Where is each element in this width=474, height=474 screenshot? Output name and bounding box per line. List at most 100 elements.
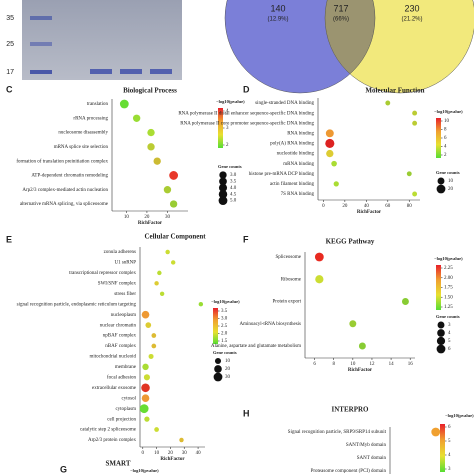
bubble xyxy=(157,270,162,276)
bubble xyxy=(132,114,141,122)
category-label: U1 snRNP xyxy=(114,261,136,266)
colorbar-title: −log10(pvalue) xyxy=(211,299,240,304)
panel-letter: D xyxy=(243,84,250,94)
chart-title: INTERPRO xyxy=(332,406,370,414)
bubble xyxy=(358,342,366,350)
x-tick-label: 10 xyxy=(350,362,356,367)
size-legend-label: 3 xyxy=(448,323,451,328)
size-legend-dot xyxy=(437,177,445,185)
category-label: npBAF complex xyxy=(103,334,137,339)
x-tick-label: 0 xyxy=(142,451,145,456)
bubble xyxy=(198,302,204,307)
x-axis-label: RichFactor xyxy=(357,210,382,215)
category-label: mRNA splice site selection xyxy=(54,145,109,150)
x-tick-label: 14 xyxy=(389,362,395,367)
bubble xyxy=(141,394,150,403)
size-legend-label: 6 xyxy=(448,347,451,352)
colorbar-title: −log10(pvalue) xyxy=(434,109,463,114)
bubble xyxy=(333,181,339,187)
category-label: nucleoplasm xyxy=(111,313,136,318)
category-label: Alanine, aspartate and glutamate metabol… xyxy=(211,344,301,349)
x-tick-label: 20 xyxy=(342,204,348,209)
size-legend-title: Gene counts xyxy=(436,170,460,175)
colorbar-title: −log10(pvalue) xyxy=(130,468,159,473)
bubble xyxy=(325,138,335,149)
colorbar-tick-label: 4 xyxy=(226,109,229,114)
bubble xyxy=(141,383,150,393)
colorbar-title: −log10(pvalue) xyxy=(434,256,463,261)
category-label: nucleotide binding xyxy=(277,152,315,157)
bubble xyxy=(147,143,155,151)
bubble xyxy=(165,249,170,255)
bubble xyxy=(412,120,418,126)
category-label: poly(A) RNA binding xyxy=(270,142,314,147)
category-label: Proteasome component (PCI) domain xyxy=(311,469,387,474)
category-label: ATP-dependent chromatin remodeling xyxy=(31,174,108,179)
chart-title: SMART xyxy=(105,460,130,468)
bubble xyxy=(153,157,161,165)
venn-count: 717 xyxy=(333,3,348,13)
size-legend-label: 20 xyxy=(448,187,454,192)
size-legend-label: 3.5 xyxy=(230,180,237,185)
bubble xyxy=(314,252,324,262)
size-legend-dot xyxy=(219,177,227,186)
category-label: SWI/SNF complex xyxy=(98,281,137,286)
bubble xyxy=(179,437,184,443)
category-label: single-stranded DNA binding xyxy=(255,101,314,106)
colorbar-tick-label: 1.50 xyxy=(444,295,453,300)
colorbar-tick-label: 3.5 xyxy=(221,309,228,314)
bubble xyxy=(331,160,337,167)
bubble xyxy=(349,320,357,328)
bubble xyxy=(119,99,129,109)
bubble xyxy=(139,404,149,414)
colorbar xyxy=(440,424,445,472)
category-label: Ribosome xyxy=(281,277,302,282)
size-legend-dot xyxy=(214,357,222,365)
x-tick-label: 30 xyxy=(182,451,188,456)
bubble xyxy=(401,298,409,305)
panel-letter: G xyxy=(60,464,67,474)
category-label: formation of translation preinitiation c… xyxy=(16,159,108,164)
x-tick-label: 30 xyxy=(165,215,171,220)
panel-letter: E xyxy=(6,234,12,244)
x-tick-label: 12 xyxy=(369,362,375,367)
category-label: zonula adherens xyxy=(104,250,136,255)
colorbar-tick-label: 8 xyxy=(444,128,447,133)
x-axis-label: RichFactor xyxy=(160,457,185,462)
bubble xyxy=(325,129,334,138)
bubble xyxy=(159,291,165,296)
category-label: Spliceosome xyxy=(275,255,301,260)
bubble xyxy=(170,260,176,265)
marker-label: 17 xyxy=(6,69,14,76)
venn-count: 140 xyxy=(270,3,285,13)
category-label: cytoplasm xyxy=(115,407,136,412)
category-label: nucleosome disassembly xyxy=(58,131,108,136)
x-tick-label: 60 xyxy=(385,204,391,209)
size-legend-label: 3.0 xyxy=(230,173,237,178)
colorbar-tick-label: 6 xyxy=(444,136,447,141)
colorbar-tick-label: 3.0 xyxy=(221,317,228,322)
x-axis-label: RichFactor xyxy=(138,221,163,226)
bubble xyxy=(148,353,154,359)
category-label: SANT domain xyxy=(357,456,387,461)
bubble xyxy=(154,427,159,432)
category-label: Protein export xyxy=(273,300,302,305)
marker-label: 25 xyxy=(6,41,14,48)
category-label: RNA polymerase II distal enhancer sequen… xyxy=(178,111,314,116)
bubble xyxy=(406,171,412,177)
colorbar-tick-label: 3 xyxy=(448,467,451,472)
bubble xyxy=(144,416,150,422)
colorbar-tick-label: 1.75 xyxy=(444,286,453,291)
bubble xyxy=(147,128,155,137)
x-tick-label: 8 xyxy=(332,362,335,367)
size-legend-dot xyxy=(437,329,445,337)
bubble xyxy=(385,100,391,106)
x-tick-label: 10 xyxy=(154,451,160,456)
category-label: nBAF complex xyxy=(105,344,136,349)
size-legend-label: 4.0 xyxy=(230,186,237,191)
colorbar xyxy=(218,108,223,148)
size-legend-label: 10 xyxy=(448,179,454,184)
category-label: membrane xyxy=(115,365,137,370)
chart-title: Biological Process xyxy=(123,87,177,95)
gel-band xyxy=(90,69,112,74)
